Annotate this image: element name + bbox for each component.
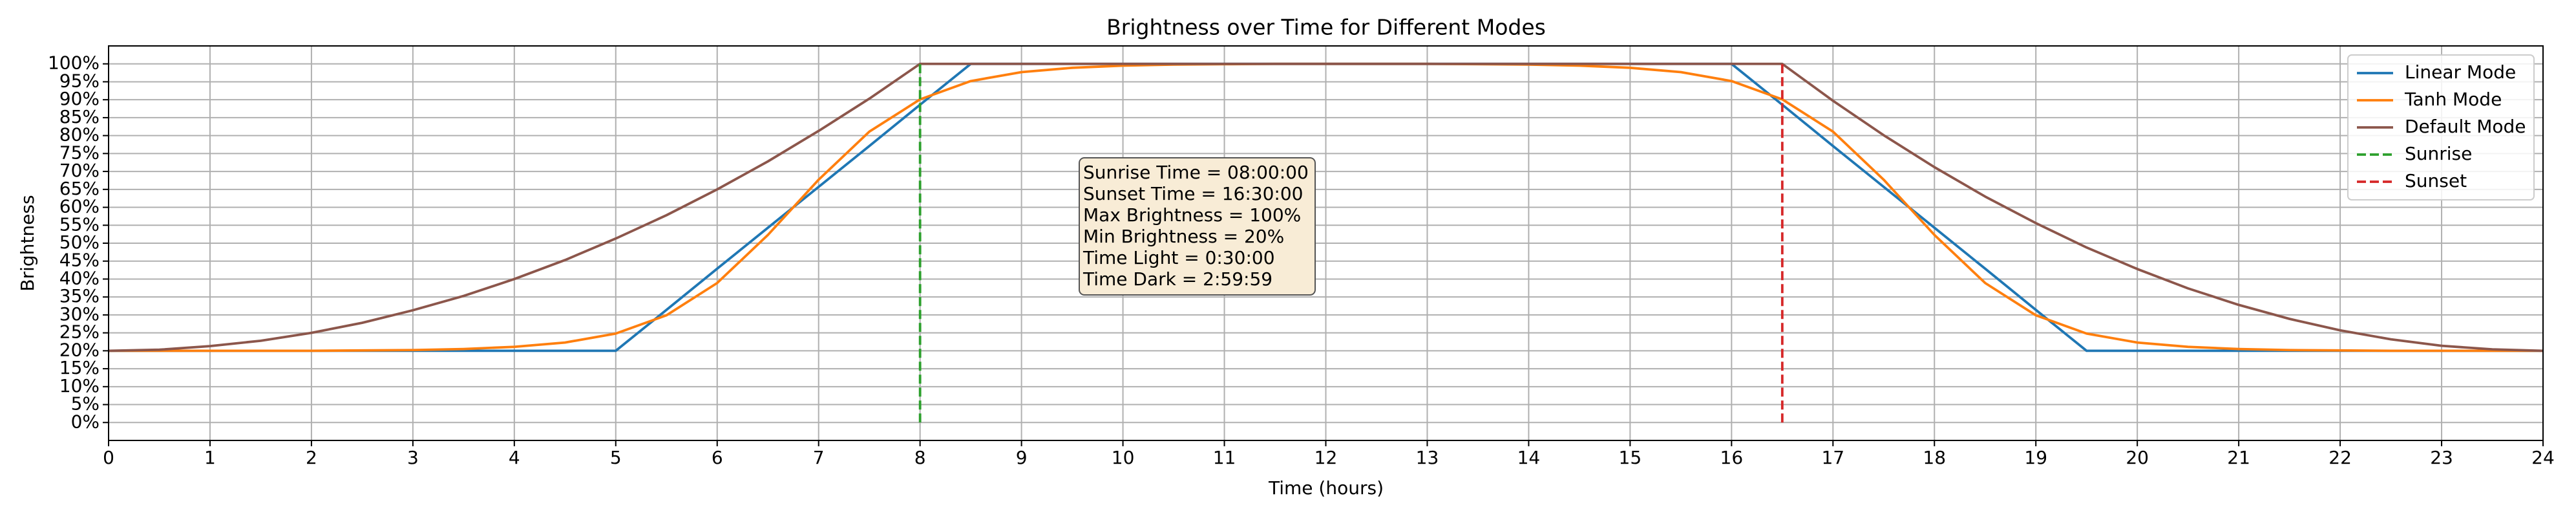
legend-label: Sunrise — [2405, 143, 2472, 164]
x-tick-label: 8 — [914, 447, 926, 468]
y-tick-label: 35% — [59, 285, 100, 307]
legend-label: Tanh Mode — [2404, 89, 2502, 110]
x-tick-label: 10 — [1112, 447, 1135, 468]
y-tick-label: 50% — [59, 232, 100, 253]
x-tick-label: 7 — [813, 447, 825, 468]
y-tick-label: 80% — [59, 124, 100, 146]
y-tick-label: 45% — [59, 250, 100, 271]
x-tick-label: 6 — [712, 447, 723, 468]
y-tick-label: 75% — [59, 142, 100, 163]
plot-frame — [108, 45, 2544, 441]
x-tick-label: 11 — [1213, 447, 1236, 468]
x-tick-label: 3 — [407, 447, 419, 468]
x-tick-label: 14 — [1517, 447, 1541, 468]
y-tick-label: 60% — [59, 196, 100, 217]
x-tick-label: 13 — [1416, 447, 1439, 468]
legend-label: Sunset — [2405, 170, 2467, 191]
y-tick-label: 10% — [59, 375, 100, 396]
x-tick-label: 22 — [2328, 447, 2352, 468]
annotation-box — [1079, 157, 1316, 296]
chart-title: Brightness over Time for Different Modes — [1106, 15, 1546, 40]
x-tick-label: 19 — [2024, 447, 2047, 468]
annotation-text: Time Light = 0:30:00 — [1082, 247, 1275, 268]
x-tick-label: 0 — [103, 447, 114, 468]
y-tick-label: 90% — [59, 88, 100, 109]
y-tick-label: 40% — [59, 267, 100, 288]
x-tick-label: 18 — [1923, 447, 1946, 468]
y-tick-label: 5% — [71, 393, 100, 415]
x-tick-label: 17 — [1821, 447, 1844, 468]
x-tick-label: 9 — [1016, 447, 1028, 468]
annotation-text: Sunset Time = 16:30:00 — [1083, 183, 1304, 204]
y-tick-label: 20% — [59, 339, 100, 360]
legend-box — [2347, 54, 2535, 200]
annotation-text: Min Brightness = 20% — [1083, 226, 1284, 247]
x-tick-label: 23 — [2430, 447, 2453, 468]
legend-label: Linear Mode — [2405, 61, 2516, 83]
x-tick-label: 16 — [1720, 447, 1744, 468]
x-tick-label: 20 — [2126, 447, 2149, 468]
y-tick-label: 65% — [59, 178, 100, 199]
series-line — [108, 62, 2544, 352]
y-tick-label: 25% — [59, 321, 100, 343]
y-tick-label: 0% — [71, 411, 100, 432]
y-tick-label: 30% — [59, 303, 100, 325]
y-tick-label: 15% — [59, 357, 100, 378]
annotation-text: Max Brightness = 100% — [1083, 204, 1301, 226]
y-tick-label: 70% — [59, 160, 100, 181]
y-tick-label: 55% — [59, 213, 100, 235]
x-tick-label: 24 — [2531, 447, 2555, 468]
y-tick-label: 95% — [59, 70, 100, 91]
x-tick-label: 12 — [1314, 447, 1338, 468]
x-tick-label: 2 — [306, 447, 317, 468]
x-tick-label: 5 — [610, 447, 622, 468]
x-tick-label: 15 — [1619, 447, 1642, 468]
y-tick-label: 100% — [48, 52, 100, 74]
annotation-text: Time Dark = 2:59:59 — [1082, 268, 1272, 290]
legend-label: Default Mode — [2405, 116, 2526, 137]
y-tick-label: 85% — [59, 106, 100, 127]
x-tick-label: 4 — [509, 447, 520, 468]
x-tick-label: 21 — [2227, 447, 2250, 468]
annotation-text: Sunrise Time = 08:00:00 — [1083, 162, 1309, 183]
x-tick-label: 1 — [204, 447, 216, 468]
x-axis-label: Time (hours) — [1268, 477, 1384, 499]
y-axis-label: Brightness — [17, 195, 38, 291]
